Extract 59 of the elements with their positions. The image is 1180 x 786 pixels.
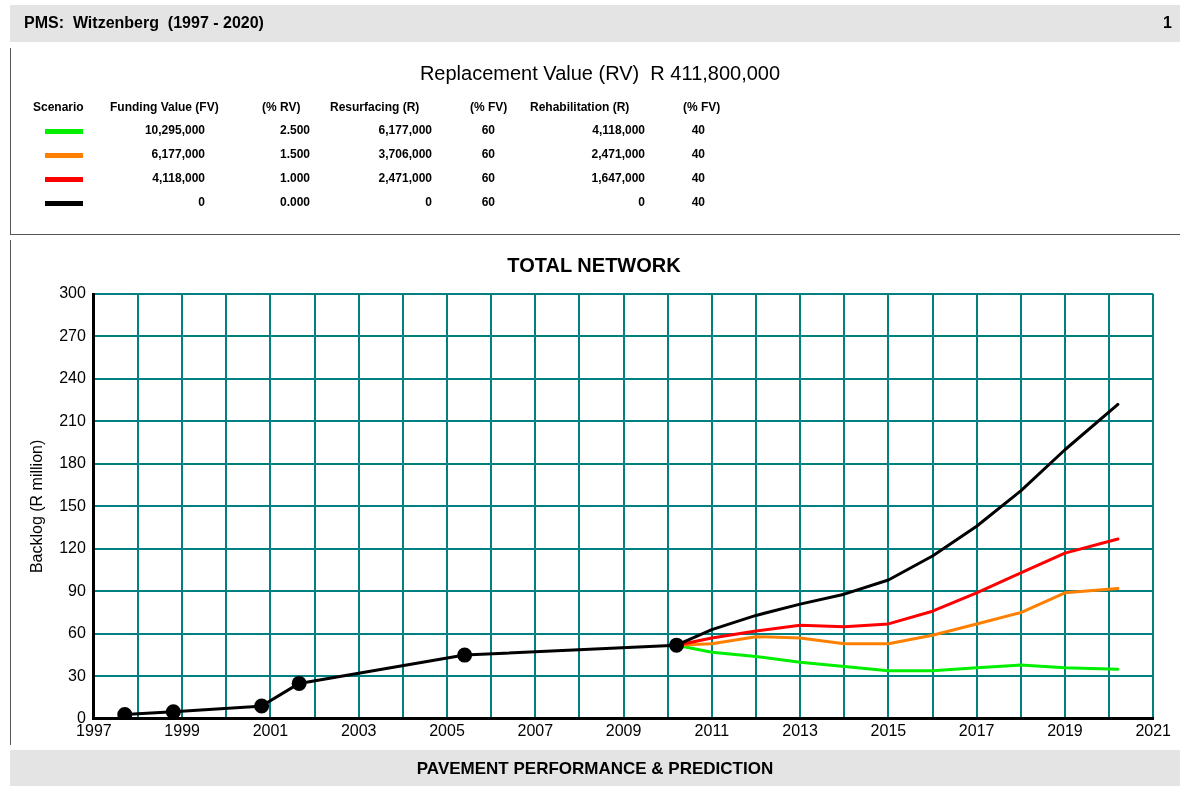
y-tick-label: 300 bbox=[59, 284, 86, 302]
text: 0 bbox=[197, 195, 205, 209]
text: 6,177,000 bbox=[150, 147, 205, 161]
text: PMS: Witzenberg (1997 - 2020) bbox=[24, 14, 264, 32]
text: 1.500 bbox=[279, 147, 310, 161]
text: 4,118,000 bbox=[151, 171, 205, 185]
y-tick-label: 210 bbox=[59, 411, 86, 429]
text: 2.500 bbox=[279, 123, 310, 137]
y-tick-label: 150 bbox=[59, 496, 86, 514]
x-tick-label: 2009 bbox=[605, 721, 642, 739]
y-tick-label: 120 bbox=[59, 539, 86, 557]
chart-title: TOTAL NETWORK bbox=[507, 253, 682, 276]
x-tick-label: 2005 bbox=[429, 721, 465, 739]
text: 3,706,000 bbox=[377, 147, 432, 161]
text: (% FV) bbox=[683, 100, 721, 114]
text: Resurfacing (R) bbox=[330, 100, 420, 114]
x-tick-label: 2015 bbox=[870, 721, 907, 739]
text: 40 bbox=[691, 195, 705, 209]
x-tick-label: 2003 bbox=[340, 721, 377, 739]
text: 1 bbox=[1163, 14, 1172, 32]
y-tick-label: 30 bbox=[68, 666, 86, 684]
text: 60 bbox=[481, 171, 495, 185]
text: 60 bbox=[481, 195, 495, 209]
text: 40 bbox=[691, 147, 705, 161]
x-tick-label: 2001 bbox=[252, 721, 289, 739]
text: Funding Value (FV) bbox=[110, 100, 219, 114]
y-tick-label: 180 bbox=[59, 454, 86, 472]
y-tick-label: 90 bbox=[68, 581, 86, 599]
text: 0.000 bbox=[279, 195, 310, 209]
text: 6,177,000 bbox=[377, 123, 432, 137]
text: Rehabilitation (R) bbox=[530, 100, 630, 114]
x-tick-label: 1999 bbox=[164, 721, 201, 739]
text: 2,471,000 bbox=[590, 147, 645, 161]
text: 1,647,000 bbox=[590, 171, 645, 185]
text: 10,295,000 bbox=[143, 123, 205, 137]
text: Scenario bbox=[33, 100, 84, 114]
text: 40 bbox=[691, 123, 705, 137]
text: 60 bbox=[481, 147, 495, 161]
x-tick-label: 2011 bbox=[694, 721, 730, 739]
x-tick-label: 2021 bbox=[1135, 721, 1172, 739]
text: 0 bbox=[424, 195, 432, 209]
text: PAVEMENT PERFORMANCE & PREDICTION bbox=[415, 759, 775, 779]
y-tick-label: 60 bbox=[68, 624, 86, 642]
y-tick-label: 270 bbox=[59, 326, 86, 344]
text: (% RV) bbox=[262, 100, 301, 114]
x-tick-label: 2007 bbox=[517, 721, 554, 739]
x-tick-label: 2013 bbox=[782, 721, 818, 739]
text: 60 bbox=[481, 123, 495, 137]
text: 40 bbox=[691, 171, 705, 185]
y-tick-label: 240 bbox=[59, 369, 86, 387]
text: 1.000 bbox=[279, 171, 310, 185]
text: 2,471,000 bbox=[377, 171, 432, 185]
x-tick-label: 2019 bbox=[1047, 721, 1083, 739]
text: 0 bbox=[637, 195, 645, 209]
x-tick-label: 2017 bbox=[958, 721, 995, 739]
text: Replacement Value (RV) R 411,800,000 bbox=[418, 62, 782, 85]
text: (% FV) bbox=[470, 100, 508, 114]
y-axis-title: Backlog (R million) bbox=[28, 439, 46, 574]
text: 4,118,000 bbox=[591, 123, 645, 137]
